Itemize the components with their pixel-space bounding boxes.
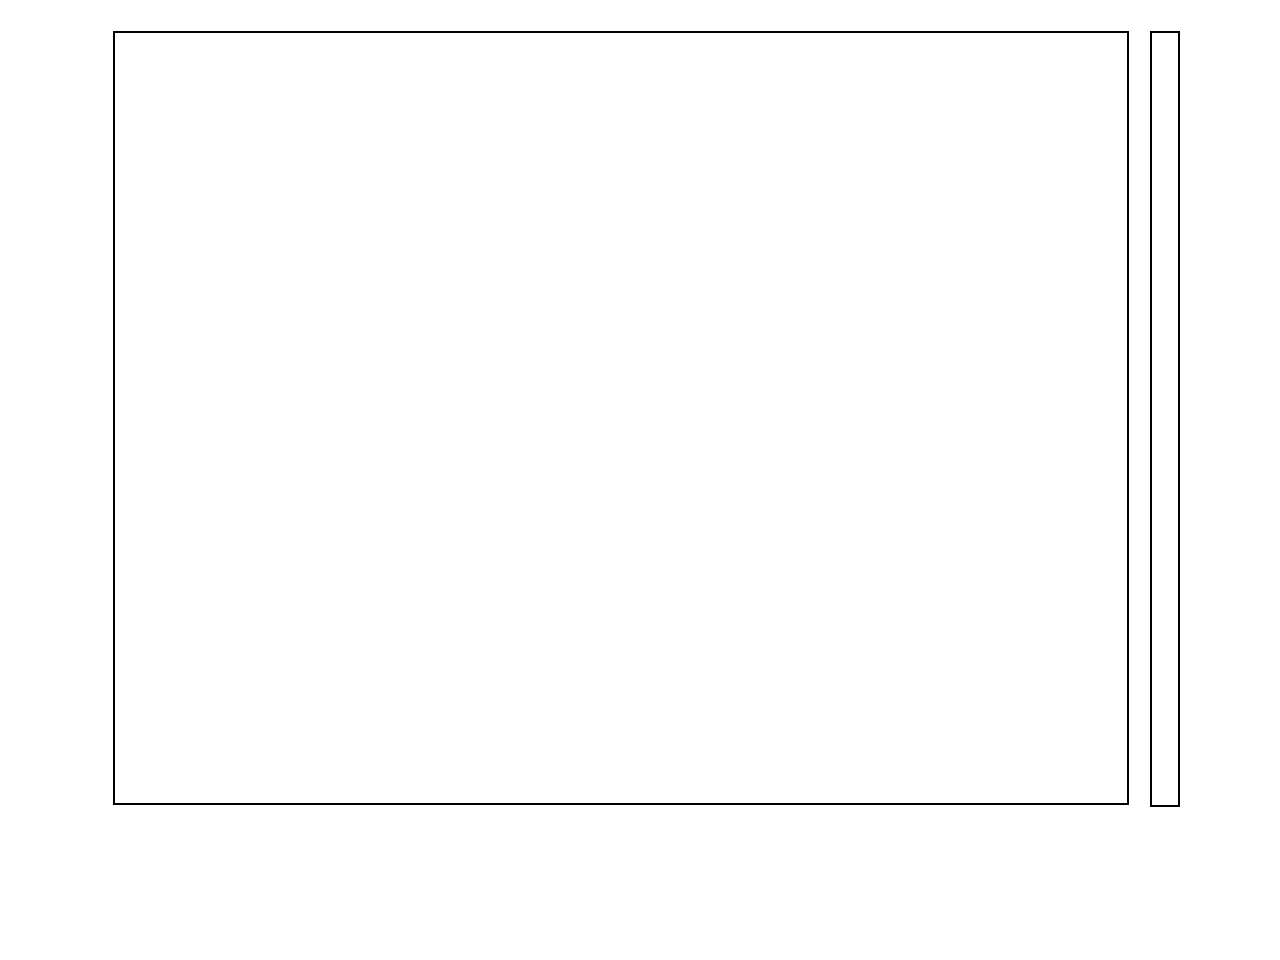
colorbar-gradient bbox=[1152, 33, 1178, 805]
heatmap-canvas bbox=[115, 33, 1127, 803]
y-axis-title bbox=[29, 268, 55, 568]
colorbar-title bbox=[1226, 204, 1254, 604]
